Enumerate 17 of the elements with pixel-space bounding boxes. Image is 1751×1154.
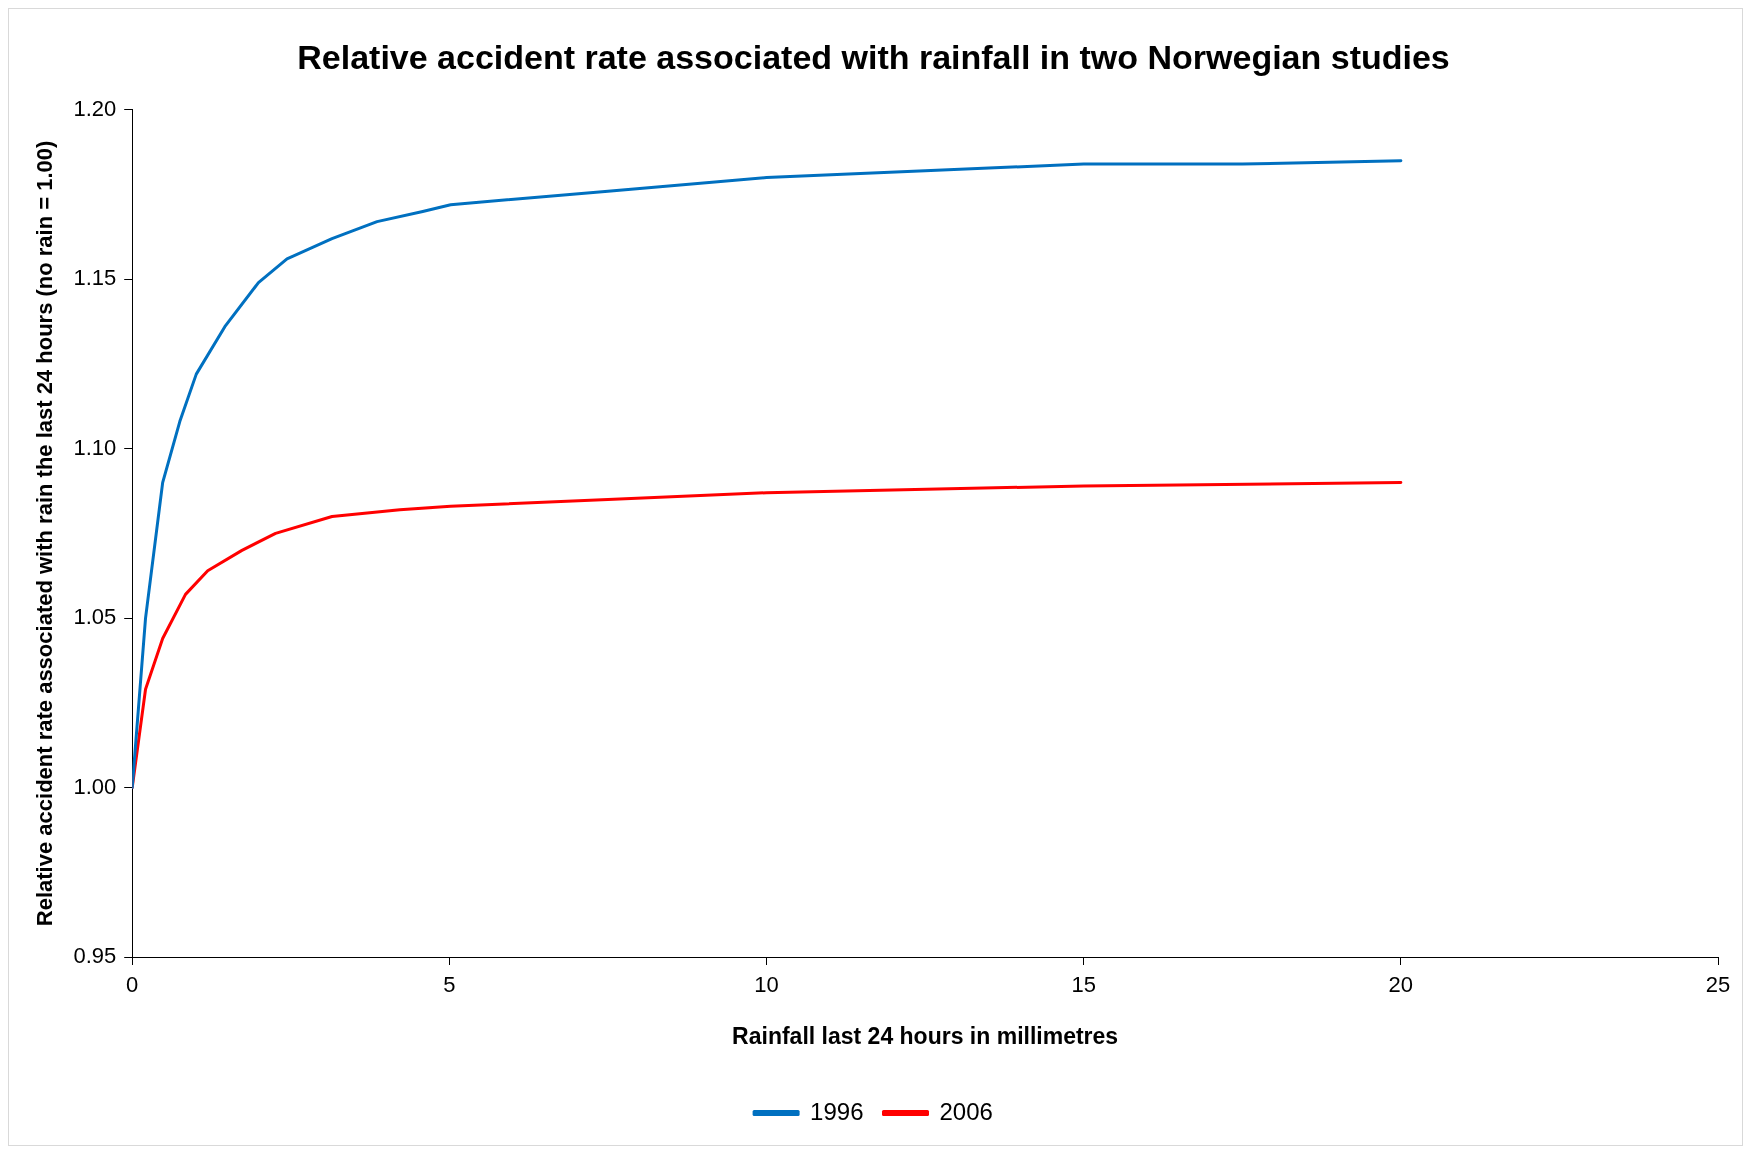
x-tick-label: 15 (1071, 972, 1096, 998)
y-tick-label: 1.00 (73, 773, 117, 799)
x-axis-title: Rainfall last 24 hours in millimetres (732, 1022, 1119, 1049)
y-axis-title: Relative accident rate associated with rain the last 24 hours (no rain = 1.00) (32, 140, 58, 927)
y-tick-label: 1.20 (73, 95, 117, 121)
y-tick-label: 1.05 (73, 604, 117, 630)
x-tick-label: 10 (754, 972, 779, 998)
x-tick-label: 0 (126, 972, 139, 998)
x-tick-label: 25 (1705, 972, 1731, 998)
chart-title: Relative accident rate associated with rainfall in two Norwegian studies (297, 37, 1450, 76)
y-tick-label: 1.15 (73, 265, 117, 291)
y-tick-label: 1.10 (73, 434, 117, 460)
legend-label: 1996 (810, 1097, 864, 1125)
legend-label: 2006 (939, 1097, 993, 1125)
x-tick-label: 20 (1388, 972, 1414, 998)
x-tick-label: 5 (443, 972, 456, 998)
y-tick-label: 0.95 (73, 943, 117, 969)
